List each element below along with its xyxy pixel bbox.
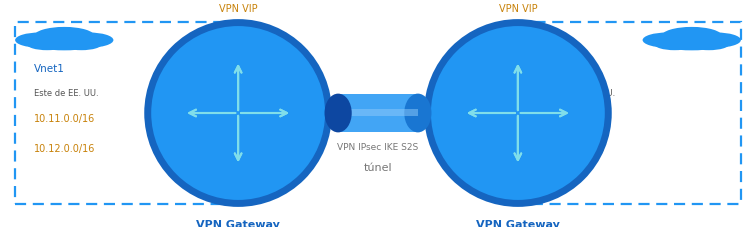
Ellipse shape xyxy=(60,38,102,51)
Ellipse shape xyxy=(151,27,325,200)
Bar xyxy=(15,23,242,204)
Text: túnel: túnel xyxy=(364,162,392,172)
Ellipse shape xyxy=(26,38,68,51)
Ellipse shape xyxy=(662,28,722,47)
Bar xyxy=(338,110,418,116)
Text: Oeste de EE. UU.: Oeste de EE. UU. xyxy=(544,89,615,97)
Text: VPN VIP: VPN VIP xyxy=(498,4,538,14)
Ellipse shape xyxy=(643,33,692,48)
Ellipse shape xyxy=(404,94,432,133)
Bar xyxy=(33,45,96,46)
Text: VPN Gateway: VPN Gateway xyxy=(476,219,559,227)
Text: 10.42.0.0/16: 10.42.0.0/16 xyxy=(544,143,606,153)
Ellipse shape xyxy=(64,33,113,48)
Text: VNet4: VNet4 xyxy=(544,64,576,74)
Text: Este de EE. UU.: Este de EE. UU. xyxy=(34,89,98,97)
Ellipse shape xyxy=(654,38,696,51)
Ellipse shape xyxy=(324,94,352,133)
Ellipse shape xyxy=(688,38,730,51)
Ellipse shape xyxy=(144,20,332,207)
Text: VPN VIP: VPN VIP xyxy=(218,4,258,14)
Ellipse shape xyxy=(424,20,612,207)
Text: 10.12.0.0/16: 10.12.0.0/16 xyxy=(34,143,95,153)
Text: 131.1.1.1: 131.1.1.1 xyxy=(215,26,261,36)
Ellipse shape xyxy=(34,28,94,47)
Text: VPN Gateway: VPN Gateway xyxy=(197,219,280,227)
Ellipse shape xyxy=(15,33,64,48)
Text: VPN IPsec IKE S2S: VPN IPsec IKE S2S xyxy=(337,142,419,151)
Ellipse shape xyxy=(692,33,741,48)
Text: 10.11.0.0/16: 10.11.0.0/16 xyxy=(34,114,95,123)
Bar xyxy=(660,45,723,46)
Ellipse shape xyxy=(660,40,723,51)
Ellipse shape xyxy=(33,40,96,51)
Bar xyxy=(514,23,741,204)
Text: 10.41.0.0/16: 10.41.0.0/16 xyxy=(544,114,606,123)
Text: 151.2.2.2: 151.2.2.2 xyxy=(494,26,541,36)
FancyArrowPatch shape xyxy=(328,111,428,116)
Bar xyxy=(338,94,418,133)
Ellipse shape xyxy=(431,27,605,200)
Text: Vnet1: Vnet1 xyxy=(34,64,65,74)
